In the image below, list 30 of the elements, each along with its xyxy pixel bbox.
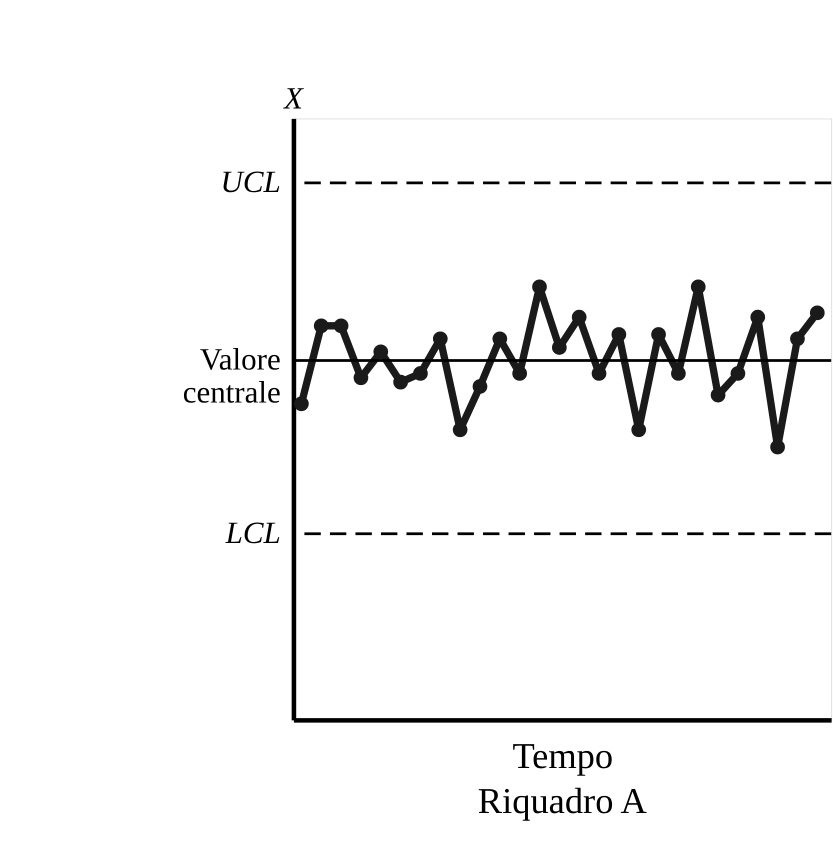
ref-line-label: UCL [220, 164, 281, 200]
point [512, 366, 528, 381]
ref-line-label: LCL [224, 514, 281, 550]
point [770, 440, 785, 454]
point [432, 331, 448, 346]
point [532, 280, 547, 294]
point [552, 340, 567, 355]
text: Riquadro A [478, 780, 648, 821]
point [790, 331, 805, 346]
point [651, 327, 666, 342]
point [413, 366, 428, 381]
point [750, 310, 766, 324]
point [671, 366, 686, 381]
point [393, 374, 408, 390]
point [730, 366, 746, 381]
point [810, 305, 825, 320]
point [631, 422, 646, 438]
point [690, 280, 706, 294]
ref-line-label: Valore centrale [182, 342, 281, 410]
point [612, 327, 626, 342]
point [472, 379, 488, 394]
x-axis-title: Tempo [512, 736, 614, 776]
point [572, 310, 587, 324]
point [294, 396, 309, 412]
point [710, 388, 726, 402]
point [373, 344, 388, 360]
point [334, 318, 348, 334]
point [314, 318, 329, 334]
point [452, 422, 468, 438]
text: X [282, 80, 304, 116]
